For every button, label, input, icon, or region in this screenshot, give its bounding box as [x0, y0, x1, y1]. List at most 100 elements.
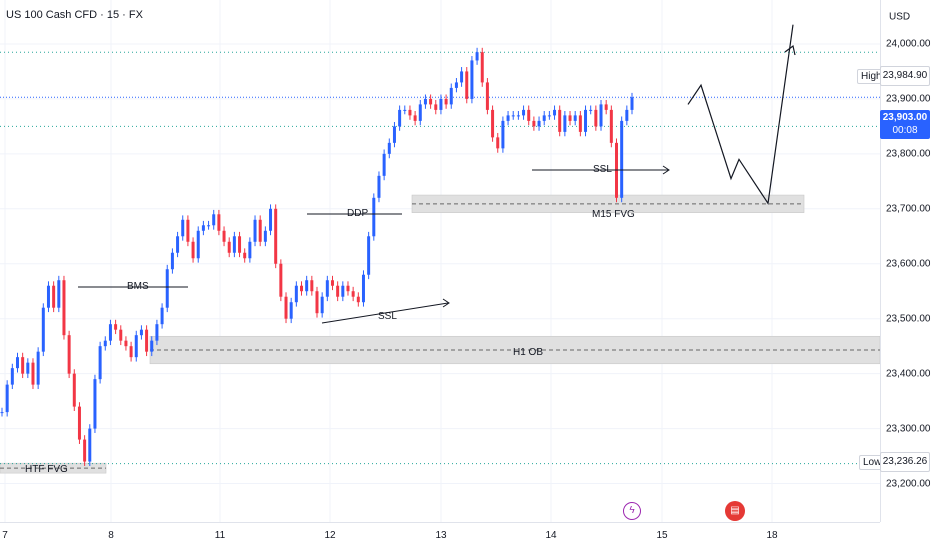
- candle-body: [356, 296, 360, 303]
- candle-body: [573, 115, 577, 121]
- candle-body: [134, 335, 138, 358]
- y-tick-label: 23,700.00: [886, 203, 931, 215]
- currency-label[interactable]: USD: [889, 11, 911, 23]
- candle-body: [62, 280, 66, 336]
- x-tick-label: 8: [108, 530, 114, 541]
- price-axis-separator: [880, 0, 881, 522]
- x-tick-label: 12: [324, 530, 336, 541]
- y-tick-label: 23,300.00: [886, 423, 931, 435]
- candle-body: [630, 97, 634, 110]
- candle-body: [408, 109, 412, 116]
- candle-body: [248, 241, 252, 259]
- candle-body: [578, 115, 582, 132]
- candle-body: [367, 236, 371, 275]
- projection-arrowhead: [784, 44, 796, 56]
- candle-body: [93, 379, 97, 429]
- candle-body: [186, 219, 190, 242]
- us-flag-icon[interactable]: ▤: [725, 501, 745, 521]
- candle-body: [41, 307, 45, 352]
- candle-body: [222, 230, 226, 242]
- candle-body: [444, 98, 448, 105]
- candle-body: [604, 104, 608, 110]
- candle-body: [341, 285, 345, 297]
- candle-body: [124, 340, 128, 347]
- candles-layer: [0, 47, 634, 466]
- x-tick-label: 18: [766, 530, 778, 541]
- candle-body: [325, 280, 329, 297]
- candle-body: [470, 60, 474, 99]
- symbol-title[interactable]: US 100 Cash CFD · 15 · FX: [6, 9, 143, 21]
- candle-body: [336, 285, 340, 297]
- candle-body: [620, 120, 624, 198]
- bms-label: BMS: [127, 281, 149, 292]
- ddp-label: DDP: [347, 208, 369, 219]
- lightning-icon[interactable]: ϟ: [623, 502, 641, 520]
- y-tick-label: 23,900.00: [886, 93, 931, 105]
- candle-body: [212, 214, 216, 226]
- x-tick-label: 11: [214, 530, 226, 541]
- y-tick-label: 24,000.00: [886, 38, 931, 50]
- candle-body: [377, 175, 381, 198]
- candle-body: [501, 120, 505, 149]
- candle-body: [52, 285, 56, 308]
- candle-body: [315, 291, 319, 314]
- candle-body: [139, 329, 143, 336]
- candle-body: [83, 439, 87, 462]
- candle-body: [300, 285, 304, 292]
- candle-body: [522, 109, 526, 116]
- candle-body: [145, 329, 149, 352]
- candle-body: [460, 71, 464, 83]
- drawings-layer: [78, 24, 796, 324]
- x-tick-label: 7: [2, 530, 8, 541]
- candle-body: [67, 335, 71, 374]
- candle-body: [77, 406, 81, 440]
- high-value-box: 23,984.90: [880, 66, 930, 86]
- candle-body: [21, 357, 25, 374]
- candle-body: [181, 219, 185, 237]
- candle-body: [496, 137, 500, 149]
- candle-body: [465, 71, 469, 99]
- candle-body: [103, 340, 107, 347]
- candle-body: [527, 109, 531, 121]
- candle-body: [227, 241, 231, 253]
- ssl-left-line: [321, 302, 449, 324]
- y-tick-label: 23,600.00: [886, 258, 931, 270]
- candle-body: [57, 280, 61, 308]
- candle-body: [294, 285, 298, 303]
- candle-body: [429, 98, 433, 105]
- candle-body: [284, 296, 288, 319]
- x-tick-label: 14: [545, 530, 557, 541]
- candle-body: [382, 153, 386, 176]
- candle-body: [413, 115, 417, 121]
- candle-body: [568, 115, 572, 121]
- candle-body: [0, 412, 4, 414]
- candle-body: [392, 126, 396, 143]
- candle-body: [542, 115, 546, 121]
- grid: [0, 0, 880, 522]
- candle-body: [289, 302, 293, 319]
- candle-body: [320, 296, 324, 314]
- zones-layer: [0, 194, 881, 474]
- candle-body: [480, 52, 484, 83]
- candle-body: [26, 362, 30, 374]
- h1-ob-label: H1 OB: [513, 347, 544, 358]
- candle-body: [475, 52, 479, 61]
- candle-body: [263, 230, 267, 242]
- y-tick-label: 23,500.00: [886, 313, 931, 325]
- candle-body: [361, 274, 365, 303]
- candle-body: [423, 98, 427, 105]
- candle-body: [129, 346, 133, 358]
- candle-body: [594, 109, 598, 127]
- candle-body: [217, 214, 221, 231]
- candle-body: [439, 98, 443, 110]
- candle-body: [547, 115, 551, 117]
- candle-body: [387, 142, 391, 154]
- candle-body: [119, 329, 123, 341]
- candle-body: [491, 109, 495, 138]
- m15-fvg-label: M15 FVG: [592, 209, 635, 220]
- y-tick-label: 23,400.00: [886, 368, 931, 380]
- candle-body: [398, 109, 402, 127]
- candle-body: [454, 82, 458, 88]
- candle-body: [537, 120, 541, 127]
